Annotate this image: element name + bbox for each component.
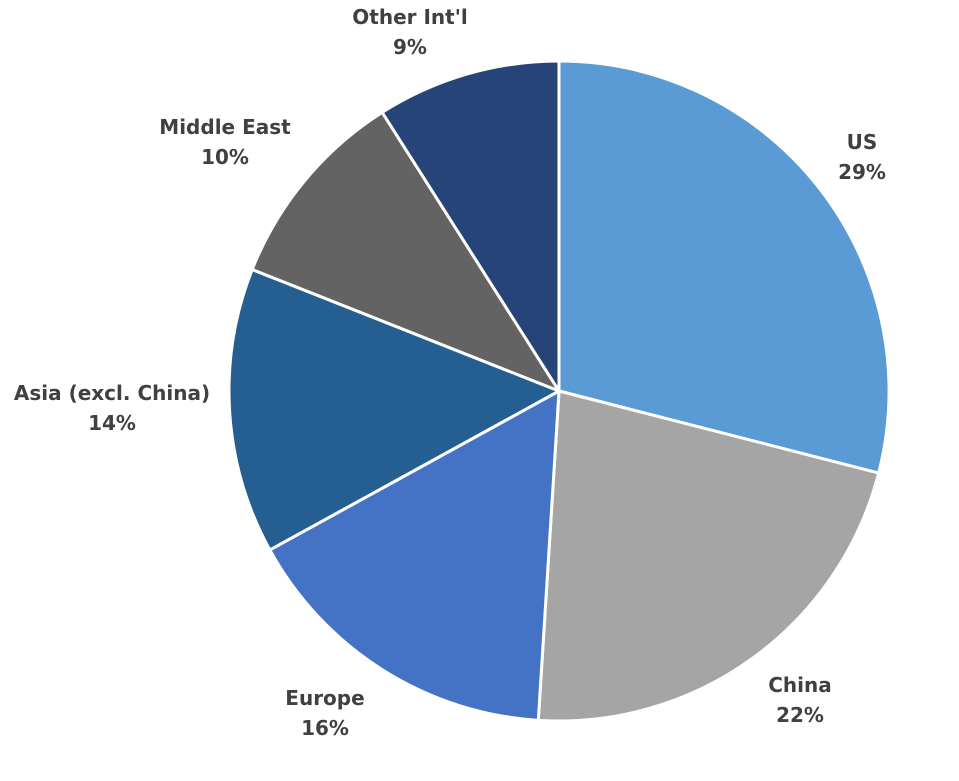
slice-value-label: 14% — [88, 411, 136, 435]
slice-value-label: 22% — [776, 703, 824, 727]
pie-slice-other-int-l — [380, 59, 561, 393]
slice-label: US — [847, 130, 878, 154]
slice-label: China — [768, 673, 832, 697]
pie-slice-europe — [268, 389, 561, 722]
slice-label: Other Int'l — [352, 5, 467, 29]
slice-value-label: 29% — [838, 160, 886, 184]
slice-value-label: 16% — [301, 716, 349, 740]
pie-slice-asia-excl-china — [227, 268, 561, 552]
slice-label: Europe — [285, 686, 364, 710]
pie-labels: US 29% China 22% Europe 16% Asia (excl. China)… — [14, 5, 886, 740]
pie-slice-china — [536, 389, 881, 723]
slice-value-label: 9% — [393, 35, 427, 59]
slice-label: Asia (excl. China) — [14, 381, 210, 405]
slice-label: Middle East — [159, 115, 291, 139]
pie-slice-middle-east — [250, 110, 561, 393]
pie-slice-us — [557, 59, 891, 475]
pie-slices — [227, 59, 891, 723]
slice-value-label: 10% — [201, 145, 249, 169]
